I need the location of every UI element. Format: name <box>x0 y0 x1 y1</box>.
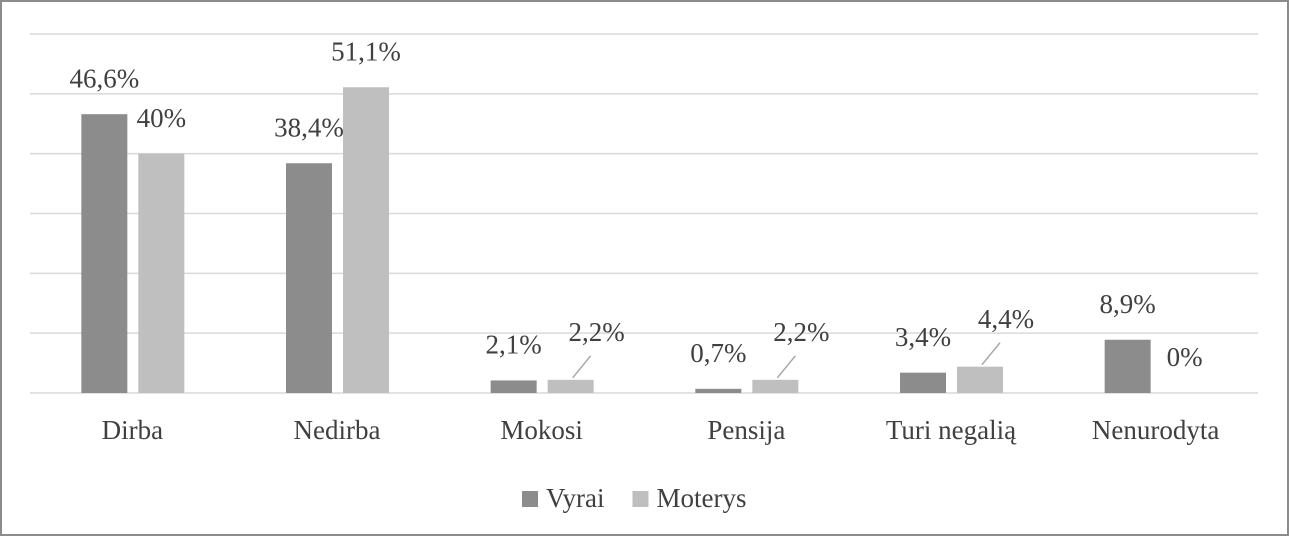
x-tick-label: Nenurodyta <box>1092 415 1219 445</box>
value-label: 3,4% <box>895 322 951 352</box>
legend-label: Vyrai <box>546 483 604 513</box>
x-tick-label: Nedirba <box>294 415 381 445</box>
bar <box>490 380 537 393</box>
value-label: 8,9% <box>1100 289 1156 319</box>
x-tick-label: Turi negalią <box>886 415 1017 445</box>
value-label: 4,4% <box>978 304 1034 334</box>
value-label: 51,1% <box>331 36 401 66</box>
value-label: 46,6% <box>69 63 139 93</box>
bar <box>81 114 128 393</box>
x-tick-label: Dirba <box>102 415 163 445</box>
leader-line <box>981 342 1001 366</box>
bar <box>1104 339 1151 393</box>
bar <box>286 163 332 393</box>
legend-label: Moterys <box>656 483 746 513</box>
legend-swatch <box>522 491 538 507</box>
x-tick-label: Mokosi <box>500 415 583 445</box>
value-label: 2,2% <box>773 317 829 347</box>
value-label: 2,2% <box>569 317 625 347</box>
value-label: 2,1% <box>486 330 542 360</box>
bar <box>695 388 742 393</box>
value-label: 0% <box>1167 342 1203 372</box>
bar <box>547 379 594 393</box>
value-label: 0,7% <box>690 338 746 368</box>
value-label: 38,4% <box>274 112 344 142</box>
bar <box>343 87 389 394</box>
bar <box>138 153 185 393</box>
leader-line <box>776 355 796 379</box>
x-tick-label: Pensija <box>707 415 785 445</box>
value-label: 40% <box>137 103 187 133</box>
legend-swatch <box>632 491 649 507</box>
bar <box>900 372 946 393</box>
leader-line <box>572 355 592 379</box>
bar <box>957 366 1003 393</box>
bar <box>752 379 799 393</box>
